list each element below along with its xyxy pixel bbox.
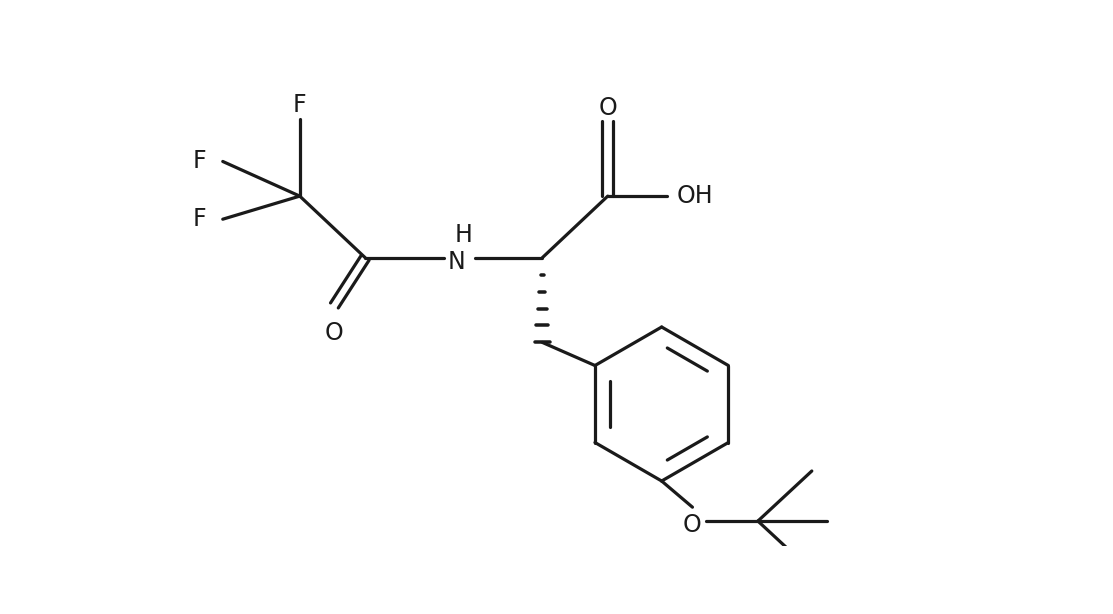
Text: O: O [325,321,344,345]
Text: O: O [599,96,617,120]
Text: OH: OH [677,184,713,208]
Text: O: O [683,513,702,537]
Text: H: H [455,223,473,247]
Text: F: F [293,93,306,117]
Text: F: F [193,149,206,174]
Text: N: N [447,249,465,274]
Text: F: F [193,207,206,231]
